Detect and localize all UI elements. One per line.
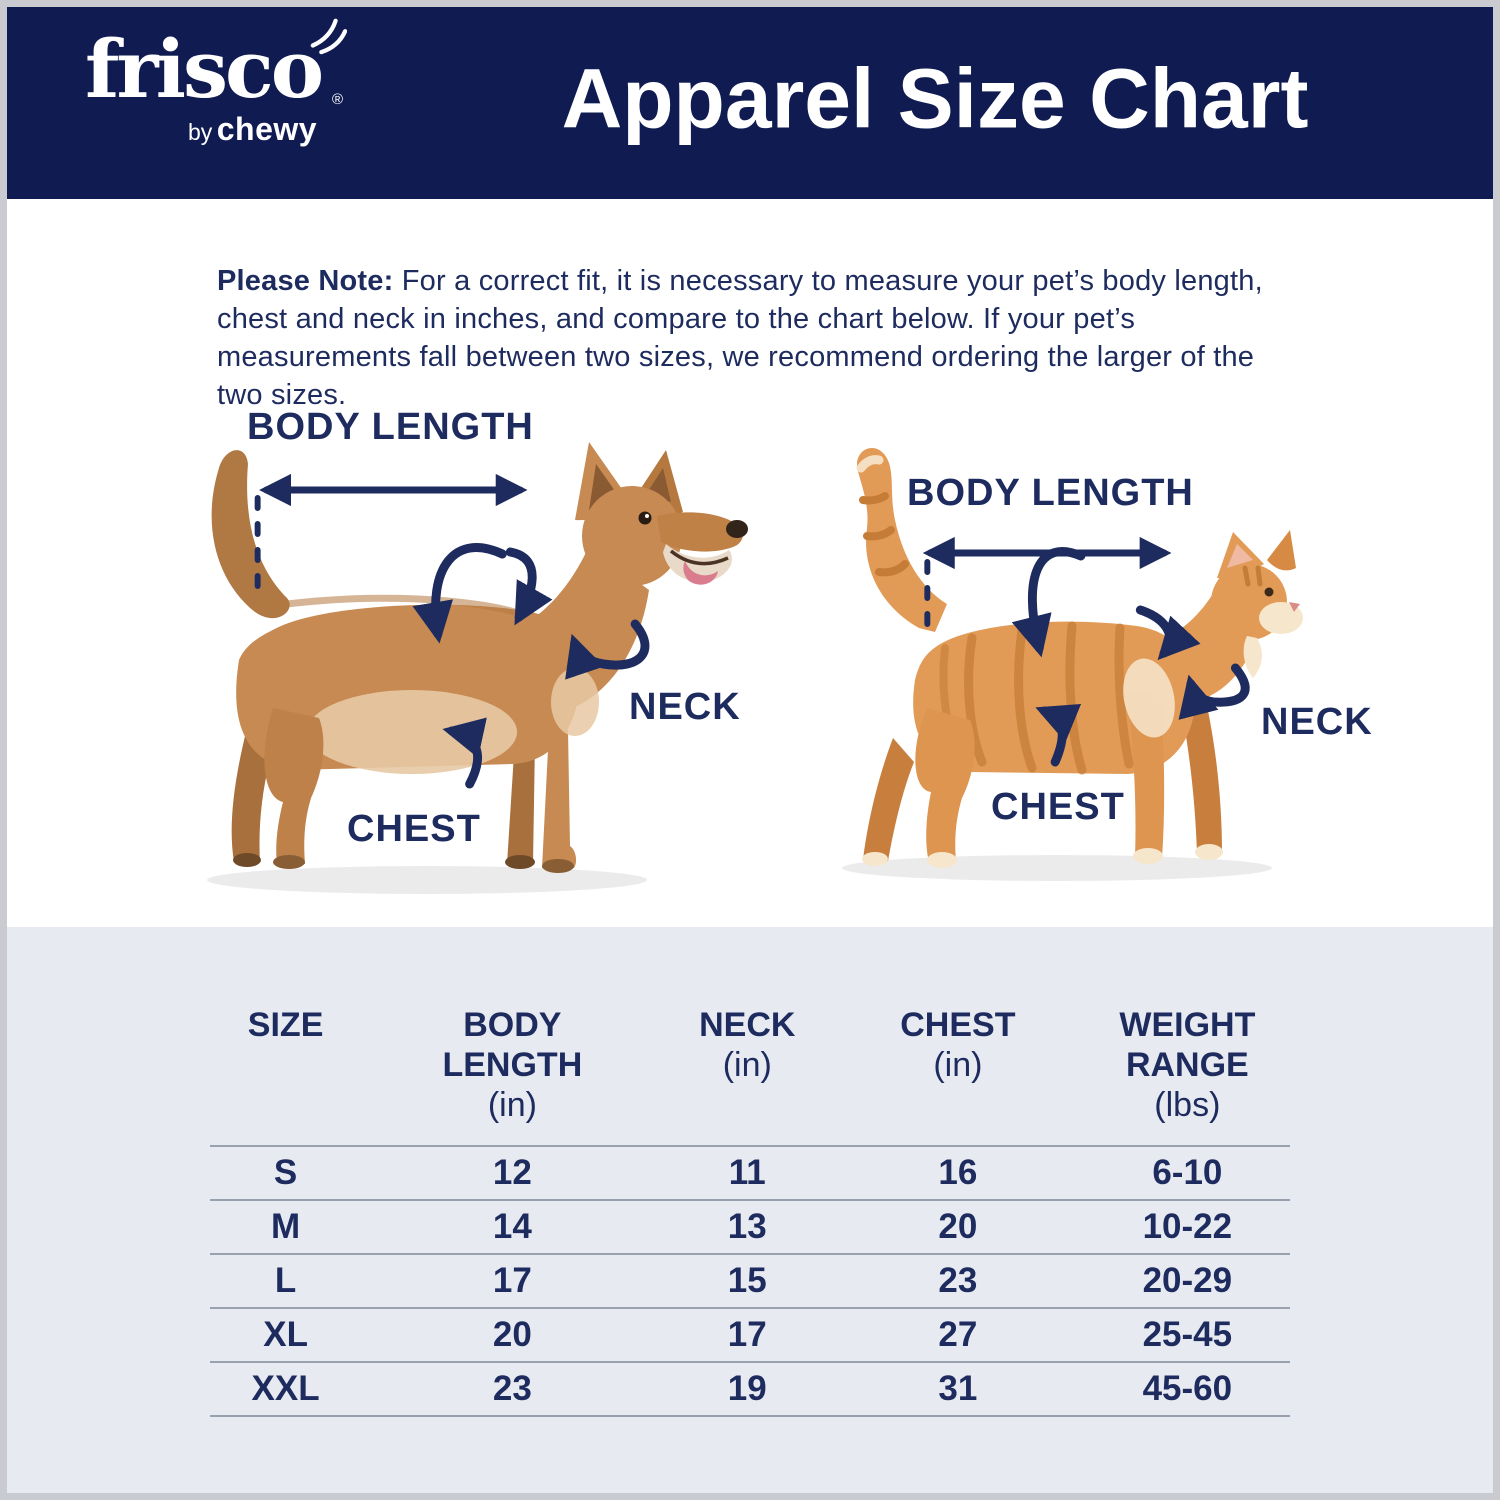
- dog-body-length-label: BODY LENGTH: [247, 406, 534, 448]
- header-banner: frisco ® by chewy Apparel Size Chart: [7, 7, 1493, 199]
- chest-cell: 23: [938, 1261, 978, 1300]
- size-cell: L: [274, 1261, 297, 1300]
- cat-girth-arrow-right: [1135, 605, 1201, 661]
- column-header-chest: CHEST (in): [900, 1006, 1016, 1084]
- size-cell: M: [271, 1207, 301, 1246]
- measurement-diagram: BODY LENGTH NECK CHEST BODY LENGTH NECK …: [7, 398, 1493, 933]
- table-divider: [210, 1145, 1290, 1147]
- table-divider: [210, 1253, 1290, 1255]
- size-cell: S: [273, 1153, 298, 1192]
- neck-cell: 15: [727, 1261, 767, 1300]
- dog-neck-label: NECK: [629, 686, 741, 728]
- size-cell: XXL: [251, 1369, 320, 1408]
- dog-chest-label: CHEST: [347, 808, 481, 850]
- fit-note-label: Please Note:: [217, 265, 394, 297]
- table-row-m: M 14 13 20 10-22: [210, 1201, 1290, 1253]
- chewy-wordmark: chewy: [216, 111, 318, 147]
- frisco-logo: frisco ® by chewy: [85, 18, 348, 148]
- table-divider: [210, 1307, 1290, 1309]
- fit-note: Please Note: For a correct fit, it is ne…: [217, 262, 1307, 414]
- weight-range-cell: 20-29: [1142, 1261, 1233, 1300]
- table-row-xl: XL 20 17 27 25-45: [210, 1309, 1290, 1361]
- fit-note-text: For a correct fit, it is necessary to me…: [217, 265, 1263, 411]
- body-length-cell: 23: [492, 1369, 532, 1408]
- weight-range-cell: 45-60: [1142, 1369, 1233, 1408]
- dog-girth-arrow-left: [412, 543, 507, 644]
- table-divider: [210, 1199, 1290, 1201]
- whisker-icon: [310, 18, 348, 55]
- neck-cell: 17: [727, 1315, 767, 1354]
- page-title: Apparel Size Chart: [561, 51, 1309, 146]
- column-header-neck: NECK (in): [699, 1006, 796, 1084]
- chest-cell: 27: [938, 1315, 978, 1354]
- table-divider: [210, 1415, 1290, 1417]
- neck-cell: 11: [728, 1153, 766, 1192]
- size-table: SIZE BODY LENGTH (in) NECK (in) CHEST (i…: [210, 927, 1290, 1417]
- cat-neck-label: NECK: [1261, 701, 1373, 743]
- table-row-l: L 17 15 23 20-29: [210, 1255, 1290, 1307]
- measurement-arrows: [254, 473, 1250, 789]
- registered-trademark: ®: [332, 91, 344, 108]
- cat-girth-arrow-left: [1011, 547, 1086, 658]
- chest-cell: 16: [938, 1153, 978, 1192]
- body-length-cell: 12: [492, 1153, 532, 1192]
- body-length-cell: 17: [492, 1261, 532, 1300]
- size-cell: XL: [263, 1315, 308, 1354]
- table-row-xxl: XXL 23 19 31 45-60: [210, 1363, 1290, 1415]
- neck-cell: 19: [727, 1369, 767, 1408]
- cat-chest-arrow: [1035, 703, 1082, 767]
- table-divider: [210, 1361, 1290, 1363]
- weight-range-cell: 6-10: [1152, 1153, 1223, 1192]
- cat-neck-loop-arrow: [1178, 663, 1250, 720]
- chest-cell: 20: [938, 1207, 978, 1246]
- chest-cell: 31: [938, 1369, 978, 1408]
- byline: by chewy: [85, 111, 321, 148]
- column-header-size: SIZE: [247, 1006, 324, 1044]
- neck-cell: 13: [727, 1207, 767, 1246]
- column-header-body-length: BODY LENGTH (in): [442, 1006, 583, 1124]
- dog-chest-arrow: [442, 717, 487, 789]
- cat-body-length-label: BODY LENGTH: [907, 472, 1194, 514]
- weight-range-cell: 10-22: [1142, 1207, 1233, 1246]
- dog-girth-arrow-right: [505, 547, 553, 626]
- body-length-cell: 14: [492, 1207, 532, 1246]
- column-header-weight-range: WEIGHT RANGE (lbs): [1119, 1006, 1256, 1124]
- size-table-section: SIZE BODY LENGTH (in) NECK (in) CHEST (i…: [7, 927, 1493, 1493]
- byline-prefix: by: [187, 119, 213, 145]
- weight-range-cell: 25-45: [1142, 1315, 1233, 1354]
- body-length-cell: 20: [492, 1315, 532, 1354]
- frisco-wordmark: frisco ®: [85, 18, 348, 109]
- table-header-row: SIZE BODY LENGTH (in) NECK (in) CHEST (i…: [210, 1005, 1290, 1125]
- dog-neck-loop-arrow: [565, 619, 650, 680]
- brand-name: frisco: [85, 22, 324, 116]
- cat-chest-label: CHEST: [991, 786, 1125, 828]
- table-row-s: S 12 11 16 6-10: [210, 1147, 1290, 1199]
